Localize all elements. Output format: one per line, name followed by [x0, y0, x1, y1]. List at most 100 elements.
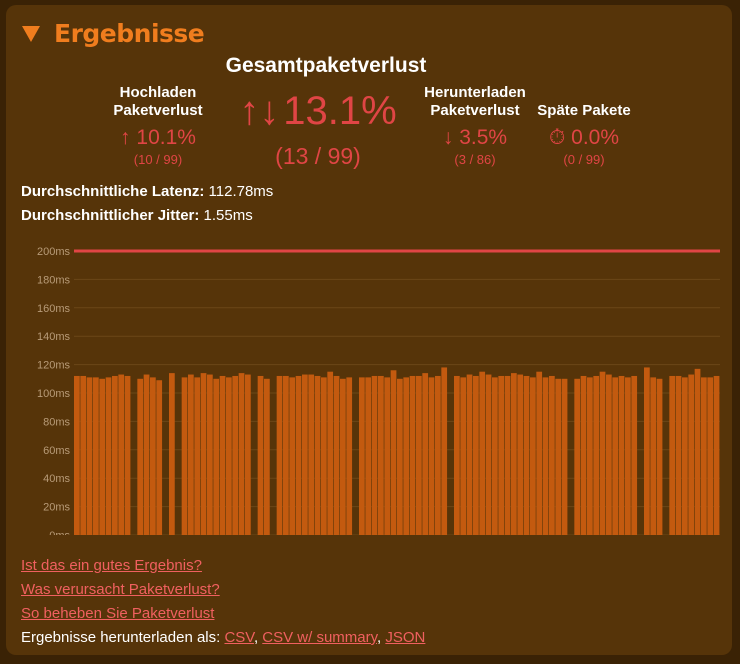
download-results-row: Ergebnisse herunterladen als: CSV, CSV w…: [21, 629, 425, 646]
latency-bar: [314, 375, 321, 535]
y-tick-label: 60ms: [43, 445, 70, 457]
download-json-link[interactable]: JSON: [385, 629, 426, 646]
latency-bar: [378, 375, 384, 535]
latency-bar: [675, 375, 682, 535]
latency-bar: [713, 375, 720, 535]
latency-bar: [365, 377, 372, 535]
late-packets-label: Späte Pakete: [537, 102, 631, 119]
latency-bar: [340, 378, 346, 535]
latency-bar: [561, 378, 568, 535]
stopwatch-icon: ⏱: [548, 126, 566, 149]
latency-bar: [523, 375, 530, 535]
jitter-value: 1.55ms: [203, 207, 253, 224]
latency-bar: [435, 375, 441, 535]
latency-bar: [473, 375, 479, 535]
latency-bar: [441, 367, 448, 535]
latency-bar: [283, 375, 289, 535]
total-loss-ratio: (13 / 99): [275, 143, 361, 169]
latency-bar: [295, 375, 302, 535]
total-loss-percent: 13.1%: [283, 89, 397, 133]
latency-bar: [327, 371, 334, 535]
latency-bar: [99, 378, 106, 535]
latency-bar: [555, 378, 562, 535]
upload-loss-label: Hochladen Paketverlust: [98, 84, 218, 120]
download-csv-link[interactable]: CSV: [224, 629, 254, 646]
latency-bar: [669, 375, 676, 535]
latency-bar: [707, 377, 714, 535]
latency-bar: [93, 377, 99, 535]
latency-bar: [530, 377, 536, 535]
latency-bar: [169, 373, 175, 535]
link-fix[interactable]: So beheben Sie Paketverlust: [21, 605, 215, 622]
y-tick-label: 140ms: [37, 331, 71, 343]
latency-bar: [213, 378, 220, 535]
down-arrow-icon: ↓: [442, 126, 454, 149]
y-tick-label: 80ms: [43, 416, 70, 428]
download-loss-ratio: (3 / 86): [454, 152, 496, 167]
latency-bar: [276, 375, 283, 535]
link-fix-row: So beheben Sie Paketverlust: [21, 605, 214, 622]
latency-bar: [599, 371, 606, 535]
latency-bar: [492, 377, 498, 535]
latency-bar: [74, 375, 80, 535]
y-tick-label: 120ms: [37, 360, 71, 372]
latency-bar: [124, 375, 131, 535]
latency-bar: [80, 375, 87, 535]
collapse-triangle-icon[interactable]: [22, 25, 40, 42]
latency-bar: [574, 378, 581, 535]
late-packets-percent: 0.0%: [571, 126, 620, 149]
download-loss-label: Herunterladen Paketverlust: [410, 84, 540, 120]
latency-bar: [656, 378, 663, 535]
latency-bar: [517, 374, 524, 535]
latency-bar: [688, 374, 695, 535]
latency-bar: [587, 377, 593, 535]
results-panel: Ergebnisse Gesamtpaketverlust ↑↓ 13.1% (1…: [6, 5, 732, 655]
latency-bar: [466, 374, 473, 535]
download-csv-summary-link[interactable]: CSV w/ summary: [262, 629, 378, 646]
latency-bar: [701, 377, 707, 535]
latency-bar: [137, 378, 144, 535]
y-tick-label: 100ms: [37, 388, 71, 400]
upload-label-line1: Hochladen: [119, 84, 197, 101]
latency-bar: [302, 374, 308, 535]
download-loss-percent: 3.5%: [459, 126, 508, 149]
latency-bar: [682, 377, 688, 535]
total-loss-value: ↑↓ 13.1%: [220, 89, 416, 134]
latency-bar: [232, 375, 239, 535]
download-label-line1: Herunterladen: [424, 84, 526, 101]
latency-bar: [504, 375, 511, 535]
upload-loss-ratio: (10 / 99): [133, 152, 183, 167]
latency-bar: [150, 377, 156, 535]
latency-bar: [143, 374, 150, 535]
latency-bar: [194, 377, 201, 535]
latency-bar: [428, 377, 435, 535]
latency-label: Durchschnittliche Latenz:: [21, 183, 205, 200]
link-good-result[interactable]: Ist das ein gutes Ergebnis?: [21, 557, 202, 574]
latency-line: Durchschnittliche Latenz: 112.78ms: [21, 183, 273, 200]
results-header[interactable]: Ergebnisse: [22, 19, 205, 48]
latency-bar: [694, 368, 701, 535]
latency-bar: [650, 377, 657, 535]
latency-bar: [397, 378, 403, 535]
latency-bar: [359, 377, 365, 535]
link-cause[interactable]: Was verursacht Paketverlust?: [21, 581, 220, 598]
latency-chart: 0ms 20ms 40ms 60ms 80ms 100ms 120ms 140ms 160ms 1…: [37, 246, 720, 535]
separator: ,: [253, 629, 263, 646]
latency-bar: [181, 377, 188, 535]
latency-bar: [403, 377, 410, 535]
latency-bar: [188, 374, 194, 535]
latency-bar: [333, 375, 340, 535]
latency-bar: [618, 375, 625, 535]
latency-bar: [625, 377, 631, 535]
latency-bar: [409, 375, 416, 535]
latency-bar: [485, 374, 492, 535]
latency-bar: [321, 377, 327, 535]
latency-bar: [536, 371, 543, 535]
latency-bar: [257, 375, 264, 535]
upload-label-line2: Paketverlust: [113, 102, 203, 119]
latency-bar: [542, 377, 549, 535]
late-packets-value: ⏱ 0.0%: [528, 126, 640, 150]
total-loss-label: Gesamtpaketverlust: [225, 54, 427, 77]
latency-bar: [422, 373, 429, 535]
download-loss-value: ↓ 3.5%: [410, 126, 540, 150]
